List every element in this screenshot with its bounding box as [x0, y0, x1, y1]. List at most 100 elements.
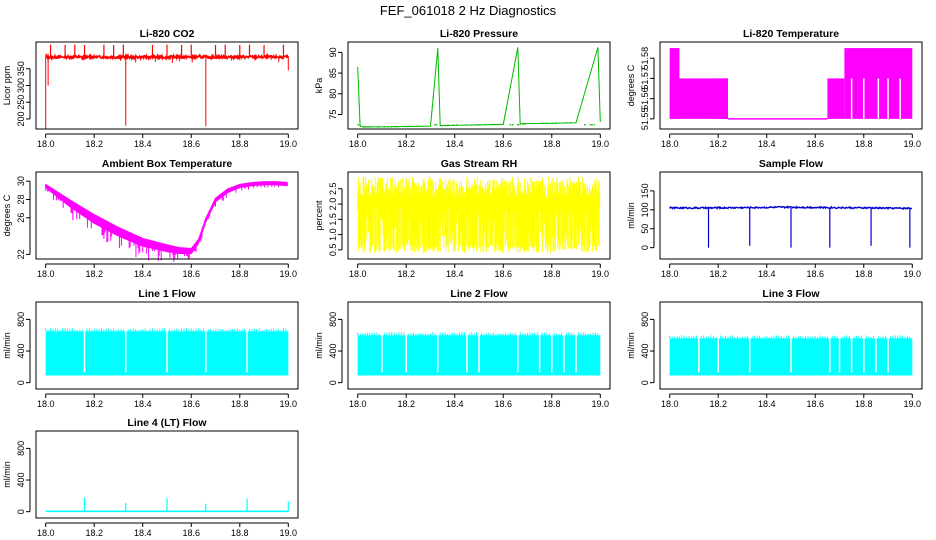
pressure-point	[359, 125, 361, 127]
temperature-band-mid	[713, 78, 728, 119]
pressure-point	[593, 124, 596, 126]
pressure-point	[432, 96, 434, 98]
pressure-point	[408, 125, 410, 128]
pressure-point	[362, 126, 365, 128]
pressure-point	[405, 125, 408, 128]
plot-frame	[35, 430, 299, 519]
x-tick-label: 19.0	[280, 269, 298, 279]
plot-frame	[347, 171, 611, 260]
y-tick-label: 30	[16, 176, 26, 186]
plot-frame	[35, 301, 299, 390]
panel-title: Gas Stream RH	[441, 158, 517, 170]
pressure-point	[446, 124, 448, 127]
y-tick-label: 2.5	[328, 183, 338, 196]
y-tick-label: 75	[328, 109, 338, 119]
x-tick-label: 18.8	[231, 399, 249, 409]
panel-rh: Gas Stream RH 18.0 18.2 18.4 18.6 18.8 19.0 0.5…	[314, 158, 611, 279]
y-tick-label: 90	[328, 47, 338, 57]
pressure-point	[504, 115, 506, 117]
pressure-point	[577, 116, 579, 118]
x-tick-label: 19.0	[904, 399, 922, 409]
y-tick-label: 85	[328, 68, 338, 78]
pressure-point	[542, 122, 544, 125]
panel-title: Line 3 Flow	[762, 288, 820, 300]
pressure-point	[578, 109, 581, 112]
y-tick-label: 200	[16, 111, 26, 126]
panel-grid: Li-820 CO2 18.0 18.2 18.4 18.6 18.8 19.0 200250…	[2, 28, 923, 538]
y-tick-label: 350	[16, 61, 26, 76]
y-tick-label: 26	[16, 213, 26, 223]
plot-area-co2	[45, 44, 290, 129]
panel-co2: Li-820 CO2 18.0 18.2 18.4 18.6 18.8 19.0 200250…	[2, 28, 299, 149]
pressure-point	[465, 124, 467, 126]
pressure-point	[416, 125, 418, 128]
pressure-point	[498, 123, 500, 126]
x-tick-label: 18.6	[182, 269, 200, 279]
pressure-point	[565, 122, 567, 124]
pressure-point	[517, 124, 519, 126]
pressure-point	[500, 123, 502, 126]
x-tick-label: 18.4	[446, 269, 464, 279]
panel-line1: Line 1 Flow 18.0 18.2 18.4 18.6 18.8 19.0 0 400 8…	[2, 288, 299, 409]
pressure-point	[376, 126, 379, 128]
y-axis-label: ml/min	[314, 332, 324, 359]
pressure-point	[448, 124, 450, 127]
pressure-point	[393, 126, 396, 128]
pressure-point	[359, 121, 361, 123]
plot-area-line2	[357, 332, 601, 376]
x-tick-label: 18.0	[349, 399, 367, 409]
x-tick-label: 18.6	[182, 139, 200, 149]
x-tick-label: 18.6	[806, 269, 824, 279]
panel-title: Ambient Box Temperature	[102, 158, 233, 170]
x-tick-label: 19.0	[592, 269, 610, 279]
x-tick-label: 18.6	[182, 528, 200, 538]
pressure-point	[367, 126, 370, 128]
plot-frame	[659, 41, 923, 130]
pressure-point	[377, 126, 380, 128]
y-axis-label: percent	[314, 200, 324, 231]
x-tick-label: 18.4	[134, 528, 152, 538]
x-tick-label: 19.0	[280, 139, 298, 149]
x-tick-label: 18.6	[806, 139, 824, 149]
x-tick-label: 18.8	[855, 269, 873, 279]
y-tick-label: 28	[16, 194, 26, 204]
pressure-point	[555, 122, 557, 124]
y-axis-label: degrees C	[626, 64, 636, 106]
x-tick-label: 18.4	[134, 399, 152, 409]
figure-title: FEF_061018 2 Hz Diagnostics	[380, 3, 557, 18]
panel-title: Li-820 CO2	[140, 28, 195, 40]
panel-line3: Line 3 Flow 18.0 18.2 18.4 18.6 18.8 19.0 0 400 8…	[626, 288, 923, 409]
x-tick-label: 18.2	[85, 399, 103, 409]
x-tick-label: 19.0	[592, 399, 610, 409]
pressure-point	[582, 98, 584, 101]
pressure-point	[591, 124, 593, 126]
y-tick-label: 0	[328, 380, 338, 385]
y-axis-label: ml/min	[626, 202, 636, 229]
plot-frame	[659, 301, 923, 390]
pressure-point	[431, 105, 433, 108]
temperature-band-mid	[827, 78, 845, 119]
pressure-point	[480, 124, 482, 126]
pressure-point	[366, 126, 369, 128]
x-tick-label: 18.4	[758, 399, 776, 409]
pressure-point	[387, 126, 390, 128]
x-tick-label: 18.2	[397, 399, 415, 409]
plot-frame	[347, 301, 611, 390]
y-tick-label: 800	[640, 312, 650, 327]
pressure-point	[484, 124, 487, 126]
pressure-point	[502, 121, 505, 123]
y-tick-label: 800	[16, 312, 26, 327]
x-tick-label: 18.4	[758, 139, 776, 149]
plot-area-sample_flow	[669, 205, 913, 248]
y-tick-label: 2.0	[328, 198, 338, 211]
x-tick-label: 18.8	[231, 269, 249, 279]
x-tick-label: 18.8	[543, 399, 561, 409]
pressure-point	[411, 125, 413, 128]
x-tick-label: 18.6	[494, 139, 512, 149]
panel-line2: Line 2 Flow 18.0 18.2 18.4 18.6 18.8 19.0 0 400 8…	[314, 288, 611, 409]
x-tick-label: 18.2	[85, 528, 103, 538]
y-tick-label: 400	[328, 344, 338, 359]
y-tick-label: 800	[16, 441, 26, 456]
pressure-point	[509, 124, 511, 126]
plot-frame	[35, 171, 299, 260]
